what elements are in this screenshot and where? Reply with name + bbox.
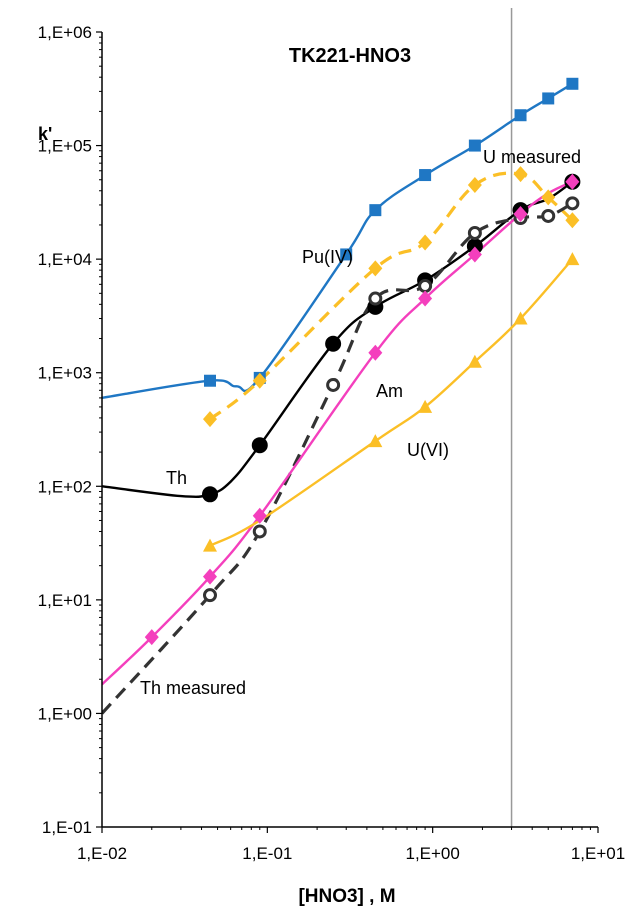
series-markers-4 [144, 173, 580, 646]
y-tick-label: 1,E+03 [38, 364, 92, 383]
annotation-am: Am [376, 381, 403, 401]
annotation-pu-iv: Pu(IV) [302, 247, 353, 267]
data-point-1-1 [252, 372, 267, 389]
data-point-3-2 [326, 377, 341, 392]
data-point-3-8 [565, 196, 580, 211]
data-point-0-8 [566, 77, 579, 90]
data-point-4-2 [252, 507, 267, 524]
data-point-5-2 [418, 399, 433, 413]
data-point-5-0 [202, 538, 217, 552]
x-tick-label: 1,E+00 [405, 844, 459, 863]
data-point-2-2 [325, 335, 342, 352]
data-point-3-4 [418, 279, 433, 294]
data-point-4-0 [144, 629, 159, 646]
annotation-u-measured: U measured [483, 147, 581, 167]
series-markers-0 [203, 77, 579, 387]
y-tick-label: 1,E+01 [38, 591, 92, 610]
x-tick-label: 1,E-01 [242, 844, 292, 863]
data-point-3-3 [368, 291, 383, 306]
x-tick-label: 1,E+01 [571, 844, 625, 863]
data-point-2-1 [251, 437, 268, 454]
data-point-4-1 [202, 568, 217, 585]
chart-title: TK221-HNO3 [289, 45, 411, 67]
data-point-0-5 [468, 139, 481, 152]
annotation-th: Th [166, 468, 187, 488]
annotation-u-vi: U(VI) [407, 440, 449, 460]
data-point-0-4 [419, 169, 432, 182]
data-point-1-0 [202, 411, 217, 428]
series-markers-5 [202, 252, 580, 552]
y-tick-label: 1,E+06 [38, 23, 92, 42]
data-point-5-4 [513, 311, 528, 325]
data-point-4-4 [418, 290, 433, 307]
data-point-1-2 [368, 260, 383, 277]
y-tick-label: 1,E+02 [38, 477, 92, 496]
data-point-2-5 [466, 238, 483, 255]
series-markers-1 [202, 166, 580, 428]
data-point-1-3 [418, 234, 433, 251]
data-point-1-7 [565, 212, 580, 229]
y-tick-label: 1,E-01 [42, 818, 92, 837]
data-point-3-1 [252, 524, 267, 539]
x-axis-label: [HNO3] , M [298, 886, 395, 907]
data-point-4-3 [368, 344, 383, 361]
data-point-5-1 [368, 434, 383, 448]
y-tick-label: 1,E+05 [38, 137, 92, 156]
series-markers-3 [202, 196, 580, 603]
data-point-2-0 [201, 486, 218, 503]
data-point-0-7 [542, 92, 555, 105]
x-tick-label: 1,E-02 [77, 844, 127, 863]
y-tick-label: 1,E+00 [38, 704, 92, 723]
data-point-0-2 [340, 248, 353, 261]
data-point-0-3 [369, 204, 382, 217]
data-point-3-5 [467, 225, 482, 240]
data-point-3-7 [541, 208, 556, 223]
data-point-1-6 [541, 189, 556, 206]
annotation-th-measured: Th measured [140, 678, 246, 698]
data-point-3-0 [202, 588, 217, 603]
data-point-5-3 [467, 354, 482, 368]
data-point-4-6 [513, 205, 528, 222]
data-point-4-5 [467, 246, 482, 263]
data-point-4-7 [565, 173, 580, 190]
data-point-1-4 [467, 176, 482, 193]
data-point-0-0 [203, 374, 216, 387]
y-axis-label: k' [38, 124, 52, 144]
data-point-1-5 [513, 166, 528, 183]
data-point-5-5 [565, 252, 580, 266]
plot-area: 1,E-01 1,E+00 1,E+01 1,E+02 1,E+03 1,E+04 1,E+… [38, 8, 625, 863]
data-point-0-6 [514, 109, 527, 122]
y-tick-label: 1,E+04 [38, 250, 92, 269]
